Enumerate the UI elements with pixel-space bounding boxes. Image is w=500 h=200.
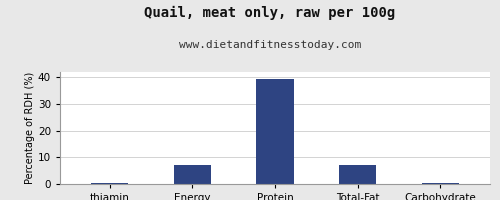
- Bar: [256, 79, 294, 184]
- Text: Quail, meat only, raw per 100g: Quail, meat only, raw per 100g: [144, 6, 396, 20]
- Bar: [422, 183, 459, 184]
- Bar: [174, 165, 211, 184]
- Bar: [339, 165, 376, 184]
- Bar: [91, 183, 128, 184]
- Y-axis label: Percentage of RDH (%): Percentage of RDH (%): [25, 72, 35, 184]
- Text: www.dietandfitnesstoday.com: www.dietandfitnesstoday.com: [179, 40, 361, 50]
